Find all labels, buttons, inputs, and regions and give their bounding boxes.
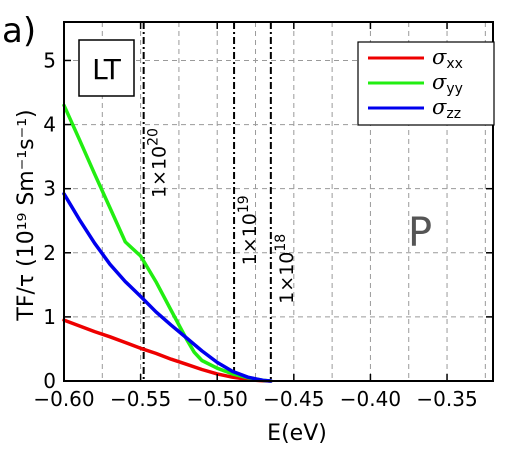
y-tick-labels: 0 1 2 3 4 5 bbox=[43, 48, 56, 393]
y-tick-label: 3 bbox=[43, 177, 56, 201]
x-tick-labels: −0.60 −0.55 −0.50 −0.45 −0.40 −0.35 bbox=[33, 387, 477, 411]
x-tick-label: −0.35 bbox=[416, 387, 477, 411]
region-label: P bbox=[408, 210, 432, 256]
lt-label: LT bbox=[92, 53, 122, 86]
doping-lines: 1×1020 1×1019 1×1018 bbox=[142, 22, 298, 381]
y-tick-label: 1 bbox=[43, 305, 56, 329]
series-line-xx bbox=[62, 318, 273, 383]
x-axis-title: E(eV) bbox=[267, 421, 327, 446]
x-tick-label: −0.55 bbox=[110, 387, 171, 411]
y-axis-title: TF/τ (10¹⁹ Sm⁻¹s⁻¹) bbox=[14, 109, 39, 321]
x-tick-label: −0.60 bbox=[33, 387, 94, 411]
x-tick-label: −0.45 bbox=[263, 387, 324, 411]
ticks bbox=[63, 22, 493, 382]
x-tick-label: −0.50 bbox=[187, 387, 248, 411]
y-tick-label: 0 bbox=[43, 369, 56, 393]
doping-label: 1×1018 bbox=[273, 234, 298, 304]
doping-label: 1×1020 bbox=[146, 128, 171, 198]
panel-label: a) bbox=[2, 11, 36, 51]
y-tick-label: 2 bbox=[43, 241, 56, 265]
series-line-zz bbox=[62, 192, 273, 383]
y-tick-label: 5 bbox=[43, 48, 56, 72]
y-tick-label: 4 bbox=[43, 113, 56, 137]
lt-box: LT bbox=[78, 39, 135, 97]
x-tick-label: −0.40 bbox=[340, 387, 401, 411]
series-group bbox=[62, 103, 273, 383]
grid bbox=[64, 22, 493, 381]
doping-label: 1×1019 bbox=[236, 195, 261, 265]
plot-frame bbox=[63, 21, 494, 382]
